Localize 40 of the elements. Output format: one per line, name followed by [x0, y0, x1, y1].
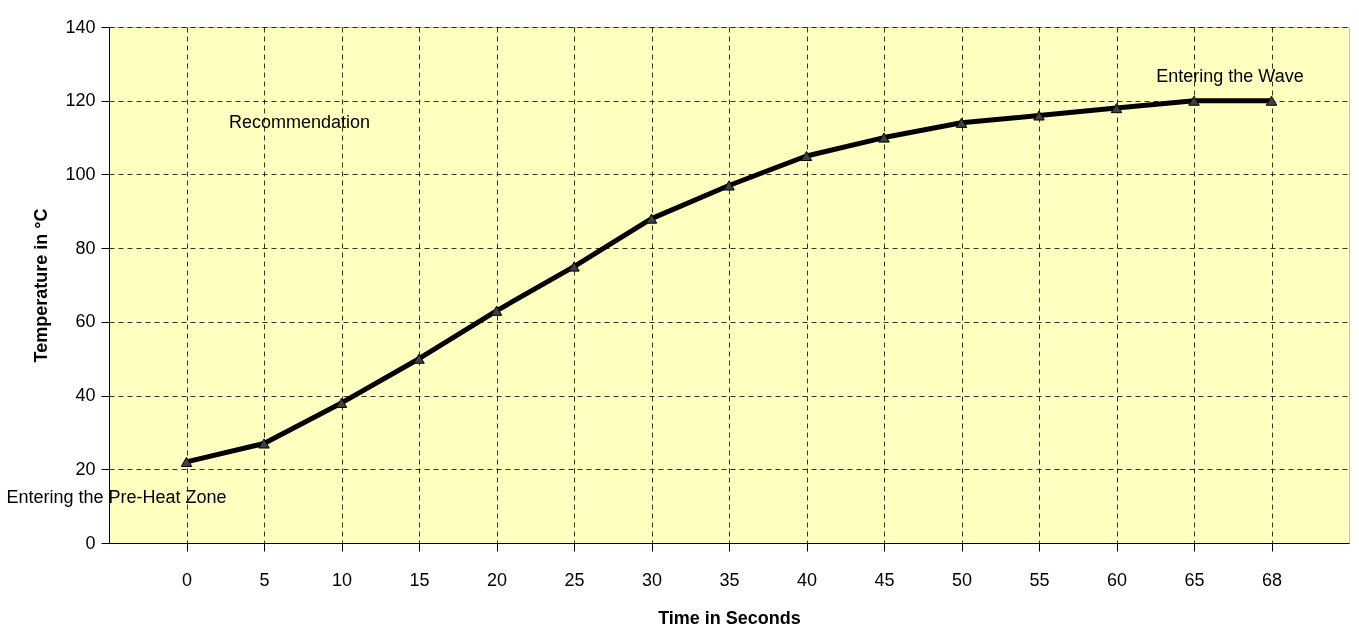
x-tick-label: 25 [564, 569, 585, 590]
point [413, 353, 425, 364]
point [1265, 95, 1278, 106]
y-tick-label: 20 [75, 458, 96, 479]
y-tick-label: 120 [65, 90, 96, 111]
x-tick-label: 50 [951, 569, 973, 590]
x-tick-label: 0 [181, 569, 193, 590]
x-axis-title: Time in Seconds [658, 607, 801, 628]
x-tick-label: 65 [1184, 569, 1205, 590]
annotation: Recommendation [229, 112, 371, 132]
annotation: Entering the Wave [1156, 65, 1304, 86]
point [955, 117, 968, 128]
x-tick-label: 35 [719, 569, 740, 590]
y-tick-label: 100 [65, 163, 96, 184]
y-tick-label: 80 [75, 237, 96, 258]
y-axis-title: Temperature in °C [31, 208, 52, 363]
point [258, 438, 270, 449]
point [1188, 95, 1200, 106]
y-tick-label: 0 [85, 532, 96, 553]
x-tick-label: 5 [259, 569, 270, 590]
x-tick-label: 68 [1261, 569, 1283, 590]
point [180, 456, 193, 467]
point [1110, 103, 1123, 114]
annotation: Entering the Pre-Heat Zone [6, 486, 227, 507]
x-tick-label: 30 [641, 569, 663, 590]
x-tick-label: 20 [486, 569, 508, 590]
x-tick-label: 45 [874, 569, 895, 590]
point [1033, 110, 1045, 121]
point [568, 261, 580, 272]
x-tick-label: 40 [796, 569, 818, 590]
x-tick-label: 55 [1029, 569, 1050, 590]
x-tick-label: 10 [331, 569, 353, 590]
y-tick-label: 140 [65, 16, 96, 37]
point [800, 150, 813, 162]
point [723, 180, 735, 191]
point [878, 132, 890, 143]
y-tick-label: 60 [75, 311, 96, 332]
y-tick-label: 40 [75, 385, 96, 406]
x-tick-label: 60 [1106, 569, 1128, 590]
x-tick-label: 15 [409, 569, 430, 590]
